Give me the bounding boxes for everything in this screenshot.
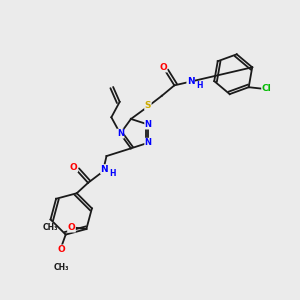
Text: O: O [159, 63, 167, 72]
Text: N: N [100, 165, 108, 174]
Text: N: N [117, 129, 124, 138]
Text: N: N [145, 138, 152, 147]
Text: Cl: Cl [262, 84, 272, 93]
Text: N: N [145, 120, 152, 129]
Text: CH₃: CH₃ [53, 262, 69, 272]
Text: N: N [187, 77, 194, 86]
Text: O: O [57, 245, 65, 254]
Text: O: O [68, 223, 75, 232]
Text: H: H [110, 169, 116, 178]
Text: O: O [70, 163, 78, 172]
Text: H: H [196, 81, 203, 90]
Text: CH₃: CH₃ [43, 223, 58, 232]
Text: S: S [145, 101, 151, 110]
